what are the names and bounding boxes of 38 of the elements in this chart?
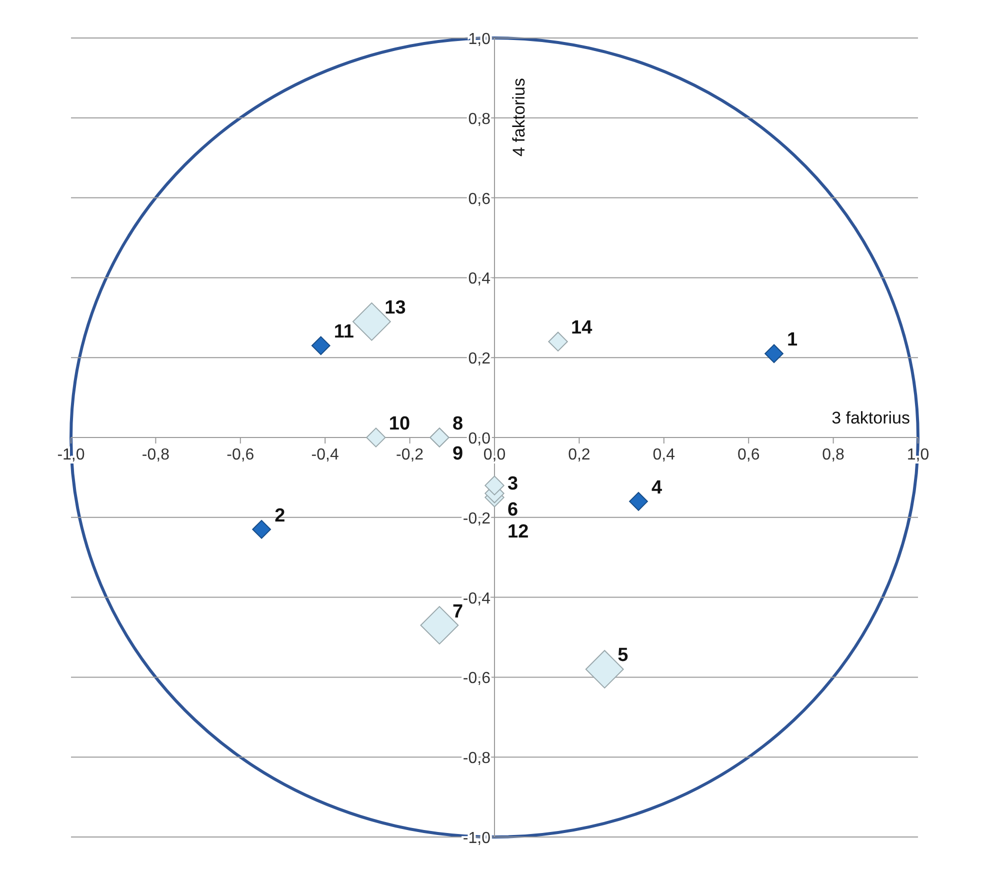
annotation: 5 (618, 645, 629, 666)
x-tick-label: -0,6 (226, 446, 254, 464)
y-tick-label: -0,8 (462, 750, 491, 768)
y-tick-label: -0,6 (462, 670, 491, 688)
y-tick-label: 0,6 (468, 190, 491, 208)
x-tick-label: 0,2 (568, 446, 590, 464)
y-axis-title: 4 faktorius (510, 78, 528, 156)
x-tick-label: 0,0 (483, 446, 506, 464)
annotation: 14 (571, 318, 593, 339)
point (764, 344, 784, 364)
point (311, 336, 330, 356)
annotation: 7 (452, 601, 464, 622)
y-tick-label: 0,2 (468, 350, 491, 368)
annotation: 6 (508, 499, 518, 520)
y-tick-label: -0,4 (462, 590, 491, 608)
y-tick-label: 0,8 (468, 110, 491, 128)
x-tick-label: -0,8 (142, 446, 170, 464)
annotation: 8 (452, 414, 464, 434)
annotation: 13 (384, 298, 406, 319)
annotation: 11 (334, 322, 354, 343)
annotation: 12 (508, 521, 529, 542)
point (629, 492, 648, 511)
x-tick-label: 0,4 (652, 446, 676, 464)
x-tick-label: 0,6 (737, 446, 760, 464)
y-tick-label: -0,2 (462, 510, 491, 528)
point (252, 520, 272, 539)
y-tick-label: 0,4 (468, 270, 491, 288)
annotation: 1 (787, 330, 798, 351)
annotation: 9 (452, 444, 464, 464)
x-tick-label: -0,2 (396, 446, 424, 464)
y-tick-label: 0,0 (468, 430, 491, 448)
x-tick-label: -0,4 (311, 446, 339, 464)
annotation: 3 (508, 473, 518, 494)
x-tick-label: 0,8 (822, 446, 845, 464)
x-axis-title: 3 faktorius (832, 408, 910, 428)
annotation: 10 (388, 414, 410, 434)
annotation: 4 (651, 477, 662, 498)
annotation: 2 (274, 505, 286, 526)
